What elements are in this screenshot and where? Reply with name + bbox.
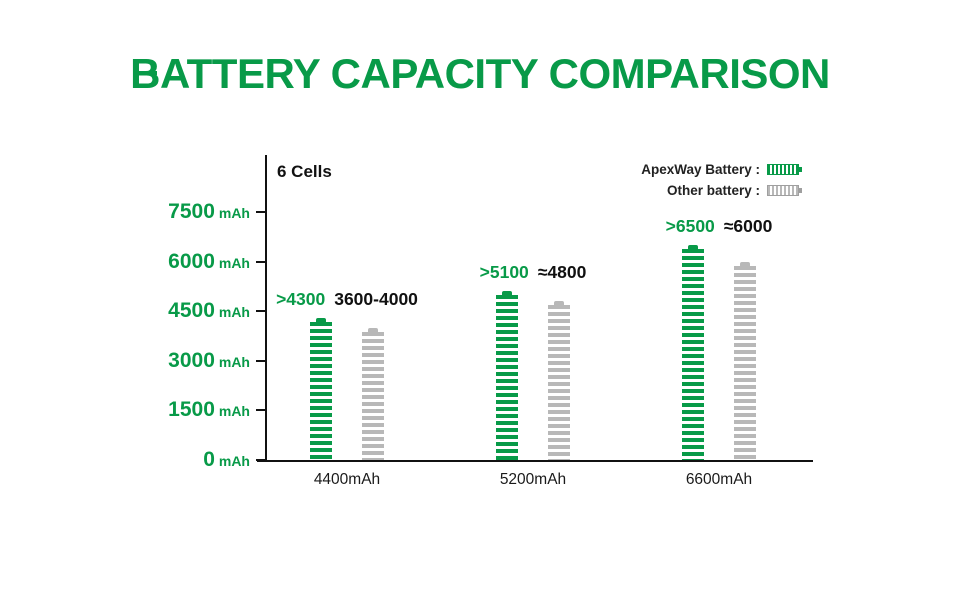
legend-label-other: Other battery : [666, 183, 760, 198]
bar-apexway-6600mah [682, 245, 704, 460]
apexway-value-label: >5100 [479, 262, 529, 283]
y-axis-line [265, 155, 267, 462]
legend-item-other: Other battery : [667, 183, 802, 198]
y-axis-tick-7500 [256, 211, 265, 213]
y-axis-tick-3000 [256, 359, 265, 362]
y-tick-unit: mAh [218, 453, 250, 469]
bar-other-5200mah [548, 301, 570, 460]
bar-apexway-4400mah [310, 317, 332, 460]
category-label-6600mah: 6600mAh [685, 471, 753, 488]
y-tick-label-0: 0 mAh [100, 449, 250, 470]
battery-cap [368, 327, 378, 332]
battery-body [548, 305, 570, 460]
green-battery-icon [767, 164, 802, 175]
y-tick-unit: mAh [218, 254, 250, 271]
y-tick-unit: mAh [218, 353, 250, 370]
value-labels-4400mah: >4300 3600-4000 [252, 288, 442, 309]
y-tick-value: 1500 [168, 398, 215, 422]
green-battery-body [767, 164, 799, 175]
other-value-label: ≈6000 [723, 216, 773, 237]
apexway-value-label: >6500 [665, 216, 715, 237]
y-tick-unit: mAh [218, 304, 250, 321]
legend-label-apexway: ApexWay Battery : [641, 162, 760, 177]
y-axis-tick-6000 [256, 260, 265, 263]
page-title: BATTERY CAPACITY COMPARISON [130, 50, 830, 98]
apexway-value-label: >4300 [276, 288, 326, 309]
x-axis-line [257, 460, 813, 462]
y-axis-tick-4500 [256, 310, 265, 313]
green-battery-nub [799, 167, 802, 172]
y-tick-label-1500: 1500 mAh [100, 399, 250, 420]
battery-cap [316, 317, 326, 322]
title-underline-dash [140, 71, 157, 75]
gray-battery-body [767, 185, 799, 196]
y-tick-unit: mAh [218, 205, 250, 221]
battery-body [682, 249, 704, 460]
value-labels-5200mah: >5100 ≈4800 [438, 264, 628, 282]
y-tick-unit: mAh [218, 403, 250, 420]
battery-cap [554, 301, 564, 306]
y-tick-label-6000: 6000 mAh [100, 251, 250, 272]
battery-body [734, 265, 756, 460]
gray-battery-icon [767, 185, 802, 196]
y-tick-label-7500: 7500 mAh [100, 201, 250, 222]
y-axis-tick-0 [256, 459, 265, 461]
battery-cap [740, 261, 750, 266]
y-tick-value: 3000 [168, 348, 215, 372]
other-value-label: 3600-4000 [334, 288, 418, 309]
battery-body [310, 321, 332, 460]
category-label-4400mah: 4400mAh [313, 471, 381, 488]
battery-cap [502, 291, 512, 296]
y-tick-value: 0 [203, 448, 215, 471]
y-tick-value: 6000 [168, 249, 215, 273]
battery-cap [688, 245, 698, 250]
category-label-5200mah: 5200mAh [499, 471, 567, 488]
other-value-label: ≈4800 [537, 262, 587, 283]
gray-battery-nub [799, 188, 802, 193]
battery-body [496, 295, 518, 460]
cells-annotation: 6 Cells [277, 162, 332, 181]
bar-other-6600mah [734, 261, 756, 460]
legend-item-apexway: ApexWay Battery : [641, 162, 802, 177]
bar-other-4400mah [362, 327, 384, 460]
chart-legend: ApexWay Battery : Other battery : [641, 162, 802, 198]
bar-apexway-5200mah [496, 291, 518, 460]
battery-body [362, 331, 384, 460]
y-tick-value: 7500 [168, 200, 215, 223]
y-tick-label-4500: 4500 mAh [100, 300, 250, 321]
y-tick-label-3000: 3000 mAh [100, 350, 250, 371]
y-tick-value: 4500 [168, 299, 215, 323]
value-labels-6600mah: >6500 ≈6000 [624, 216, 814, 237]
y-axis-tick-1500 [256, 409, 265, 412]
